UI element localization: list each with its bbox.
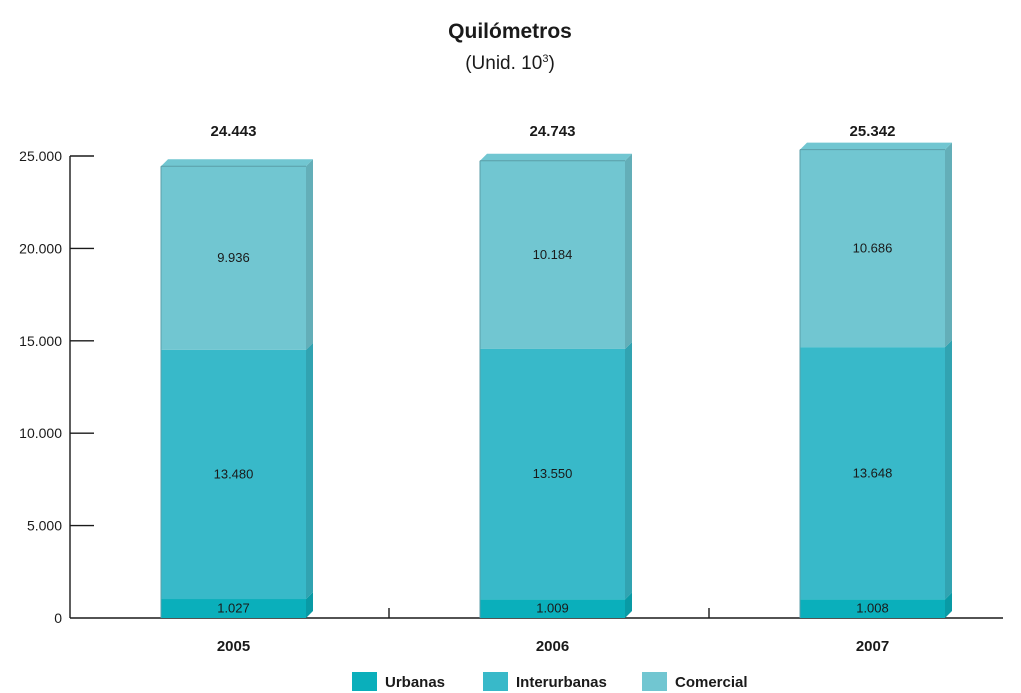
total-label: 25.342 bbox=[850, 123, 896, 140]
y-tick-label: 10.000 bbox=[19, 425, 62, 441]
y-tick-label: 20.000 bbox=[19, 240, 62, 256]
bar-segment-side bbox=[306, 342, 313, 600]
legend-item: Comercial bbox=[642, 672, 748, 691]
legend-item: Interurbanas bbox=[483, 672, 607, 691]
bar-segment-side bbox=[625, 341, 632, 600]
legend: Urbanas Interurbanas Comercial bbox=[352, 672, 748, 691]
data-label: 13.648 bbox=[853, 465, 893, 480]
legend-swatch bbox=[483, 672, 508, 691]
bar-top-face bbox=[800, 142, 952, 150]
legend-label: Interurbanas bbox=[516, 674, 607, 691]
chart-subtitle: (Unid. 103) bbox=[465, 53, 555, 74]
bar-segment bbox=[800, 599, 945, 618]
bar-top-face bbox=[161, 159, 313, 167]
y-tick-label: 0 bbox=[54, 610, 62, 626]
labels: 1.027 13.480 9.936 24.443 2005 1.009 13.550 10.… bbox=[211, 123, 896, 655]
bar-segment-side bbox=[945, 142, 952, 348]
subtitle-main: (Unid. 10 bbox=[465, 53, 542, 74]
bar-segment-side bbox=[945, 340, 952, 600]
data-label: 1.009 bbox=[536, 601, 569, 616]
bar-segment bbox=[800, 347, 945, 600]
bar-segment-side bbox=[625, 592, 632, 618]
x-category-label: 2007 bbox=[856, 638, 889, 655]
legend-label: Comercial bbox=[675, 674, 748, 691]
data-label: 10.184 bbox=[533, 247, 573, 262]
total-label: 24.443 bbox=[211, 123, 257, 140]
x-category-label: 2005 bbox=[217, 638, 250, 655]
bar-top-face bbox=[480, 153, 632, 161]
data-label: 9.936 bbox=[217, 250, 250, 265]
bar-segment-side bbox=[945, 592, 952, 618]
data-label: 10.686 bbox=[853, 240, 893, 255]
bar-segment bbox=[800, 149, 945, 348]
data-label: 13.480 bbox=[214, 466, 254, 481]
data-label: 13.550 bbox=[533, 466, 573, 481]
y-tick-label: 25.000 bbox=[19, 148, 62, 164]
bar-segment bbox=[161, 599, 306, 618]
y-tick-label: 15.000 bbox=[19, 333, 62, 349]
subtitle-end: ) bbox=[548, 53, 554, 74]
legend-swatch bbox=[642, 672, 667, 691]
legend-label: Urbanas bbox=[385, 674, 445, 691]
bar-segment bbox=[480, 599, 625, 618]
bar-segment-side bbox=[306, 159, 313, 350]
data-label: 1.027 bbox=[217, 601, 250, 616]
bar-segment-side bbox=[306, 592, 313, 618]
x-category-label: 2006 bbox=[536, 638, 569, 655]
legend-item: Urbanas bbox=[352, 672, 445, 691]
legend-swatch bbox=[352, 672, 377, 691]
data-label: 1.008 bbox=[856, 601, 889, 616]
bar-segment bbox=[480, 348, 625, 600]
y-tick-label: 5.000 bbox=[27, 518, 62, 534]
bars bbox=[160, 142, 952, 618]
bar-segment bbox=[480, 160, 625, 349]
subtitle-exponent: 3 bbox=[542, 53, 548, 65]
total-label: 24.743 bbox=[530, 123, 576, 140]
bar-segment bbox=[161, 166, 306, 350]
bar-segment-side bbox=[625, 153, 632, 349]
bar-segment bbox=[161, 349, 306, 600]
chart-title: Quilómetros bbox=[448, 20, 572, 43]
